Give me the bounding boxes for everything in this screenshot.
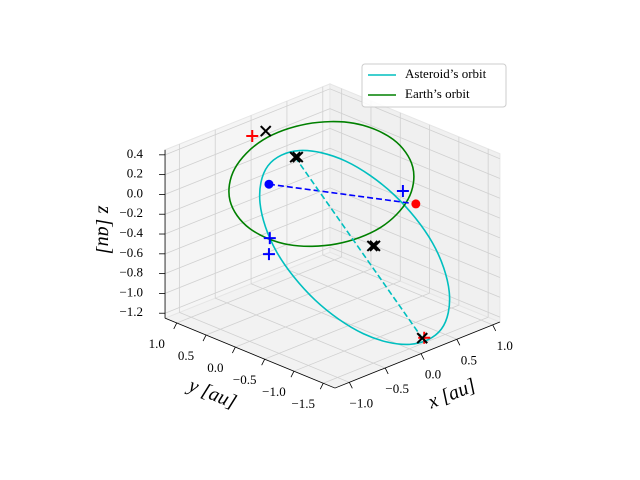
- plus-marker: [396, 184, 409, 197]
- z-axis-title: z [au]: [93, 205, 115, 254]
- grid-line: [164, 187, 331, 255]
- grid-line: [235, 280, 401, 348]
- tick-mark: [420, 353, 425, 360]
- grid-line: [329, 128, 501, 199]
- grid-line: [205, 268, 372, 336]
- y-tick-label: 0.0: [207, 360, 223, 375]
- y-tick-label: −1.0: [262, 384, 286, 399]
- dashed-line: [294, 156, 423, 339]
- tick-mark: [492, 324, 497, 332]
- x-tick-label: 0.0: [425, 367, 441, 382]
- tick-mark: [348, 382, 353, 389]
- z-tick-label: −0.6: [119, 245, 143, 260]
- grid-line: [329, 147, 501, 219]
- legend-label: Earth’s orbit: [405, 86, 470, 101]
- grid-line: [164, 246, 331, 314]
- z-tick-label: 0.4: [127, 146, 144, 161]
- legend-box: [361, 63, 507, 108]
- grid-line: [164, 147, 331, 215]
- z-tick-label: −0.2: [119, 205, 143, 220]
- z-tick-label: −0.8: [119, 265, 143, 280]
- grid-line: [215, 297, 386, 369]
- x-tick-label: 1.0: [497, 338, 513, 353]
- x-marker: [369, 240, 381, 252]
- point-marker: [411, 199, 421, 209]
- x-marker: [292, 151, 304, 163]
- grid-line: [164, 207, 331, 274]
- grid-line: [323, 316, 489, 384]
- plus-marker: [263, 232, 276, 245]
- point-marker: [264, 179, 274, 189]
- x-marker: [416, 332, 428, 344]
- grid-line: [164, 108, 331, 175]
- grid-line: [164, 128, 331, 195]
- z-tick-label: −0.4: [119, 225, 143, 240]
- grid-line: [329, 207, 501, 278]
- legend: Asteroid’s orbit Earth’s orbit: [361, 63, 507, 108]
- legend-label: Asteroid’s orbit: [405, 66, 487, 81]
- orbit-line: [228, 120, 415, 248]
- grid-line: [286, 269, 458, 340]
- orbit-line: [258, 149, 451, 346]
- dashed-line: [268, 183, 416, 205]
- grid-line: [176, 256, 342, 324]
- grid-line: [164, 167, 331, 235]
- y-tick-label: 1.0: [149, 336, 165, 351]
- tick-mark: [319, 383, 324, 390]
- plus-marker: [246, 129, 259, 142]
- tick-mark: [384, 367, 389, 375]
- grid-line: [329, 246, 501, 318]
- grid-line: [322, 254, 493, 326]
- tick-mark: [202, 334, 207, 342]
- z-tick-label: 0.0: [127, 185, 143, 200]
- grid-line: [329, 108, 501, 179]
- plus-marker: [262, 248, 275, 261]
- grid-line: [329, 227, 501, 298]
- tick-mark: [232, 346, 236, 354]
- x-marker: [366, 240, 379, 252]
- tick-mark: [261, 358, 266, 366]
- grid-line: [293, 304, 460, 372]
- y-tick-label: −0.5: [233, 372, 257, 387]
- y-axis: [164, 317, 336, 389]
- y-tick-label: 0.5: [178, 348, 194, 363]
- y-tick-label: −1.5: [291, 396, 315, 411]
- x-axis: [334, 321, 501, 389]
- grid-line: [179, 312, 350, 383]
- z-tick-label: −1.0: [119, 284, 143, 299]
- x-marker: [260, 125, 272, 137]
- tick-mark: [173, 322, 178, 330]
- tick-mark: [456, 339, 461, 346]
- grid-line: [329, 187, 501, 259]
- x-tick-label: 0.5: [461, 352, 477, 367]
- z-tick-label: 0.2: [127, 166, 143, 181]
- grid-line: [264, 292, 430, 360]
- grid-line: [250, 283, 422, 354]
- grid-line: [164, 88, 331, 156]
- grid-line: [164, 227, 331, 294]
- x-tick-label: −1.0: [350, 395, 374, 410]
- tick-mark: [290, 371, 295, 378]
- plus-marker: [418, 331, 431, 344]
- y-axis-title: y [au]: [184, 374, 240, 414]
- x-tick-label: −0.5: [385, 381, 409, 396]
- z-tick-label: −1.2: [119, 304, 143, 319]
- grid-line: [329, 88, 501, 160]
- x-marker: [289, 151, 301, 163]
